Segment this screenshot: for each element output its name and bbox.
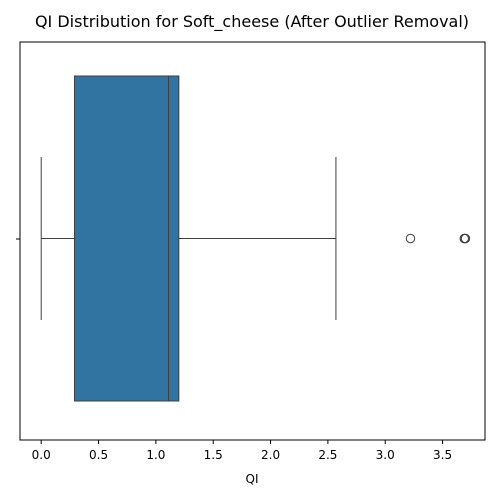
x-tick-label: 0.0 (32, 448, 51, 462)
axes-frame (19, 41, 486, 441)
x-tick-label: 3.5 (433, 448, 452, 462)
x-tick-label: 3.0 (376, 448, 395, 462)
outlier-point (405, 233, 416, 244)
chart-title: QI Distribution for Soft_cheese (After O… (35, 12, 469, 32)
x-tick-label: 1.0 (146, 448, 165, 462)
outlier-point (460, 233, 471, 244)
x-tick-label: 0.5 (89, 448, 108, 462)
x-tick-label: 1.5 (204, 448, 223, 462)
x-tick-label: 2.5 (318, 448, 337, 462)
plot-area (40, 75, 471, 402)
interquartile-box (73, 75, 180, 402)
x-axis-label: QI (246, 472, 259, 486)
x-tick-label: 2.0 (261, 448, 280, 462)
x-axis-ticks: 0.0 0.5 1.0 1.5 2.0 2.5 3.0 3.5 (32, 440, 452, 462)
